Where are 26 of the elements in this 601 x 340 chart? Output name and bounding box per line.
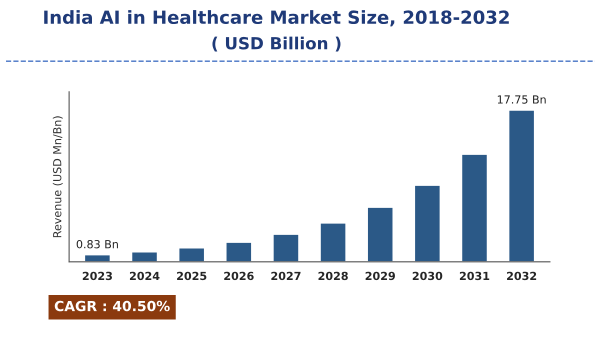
x-tick-label: 2025 — [177, 272, 206, 280]
bar — [460, 153, 488, 262]
x-tick-label: 2023 — [82, 272, 112, 280]
bar — [414, 184, 442, 262]
bar — [366, 206, 394, 262]
chart-title: India AI in Healthcare Market Size, 2018-2032 — [44, 10, 509, 26]
chart-subtitle: ( USD Billion ) — [212, 36, 340, 52]
bar — [84, 254, 112, 262]
x-tick-label: 2024 — [130, 272, 160, 280]
y-axis-title: Revenue (USD Mn/Bn) — [52, 116, 63, 238]
bar — [319, 222, 347, 262]
x-tick-label: 2026 — [224, 272, 254, 280]
x-tick-label: 2031 — [460, 272, 490, 280]
x-tick-label: 2027 — [271, 272, 301, 280]
text: CAGR : 40.50% — [54, 300, 170, 312]
bar — [225, 241, 252, 262]
data-label: 0.83 Bn — [76, 240, 118, 248]
x-tick-label: 2029 — [366, 272, 395, 280]
bar — [272, 233, 300, 262]
data-label: 17.75 Bn — [498, 95, 546, 104]
x-tick-label: 2030 — [412, 272, 442, 280]
x-tick-label: 2028 — [318, 272, 348, 280]
bar — [178, 247, 206, 262]
bar — [508, 109, 536, 262]
x-tick-label: 2032 — [507, 272, 536, 280]
bar — [130, 251, 158, 262]
